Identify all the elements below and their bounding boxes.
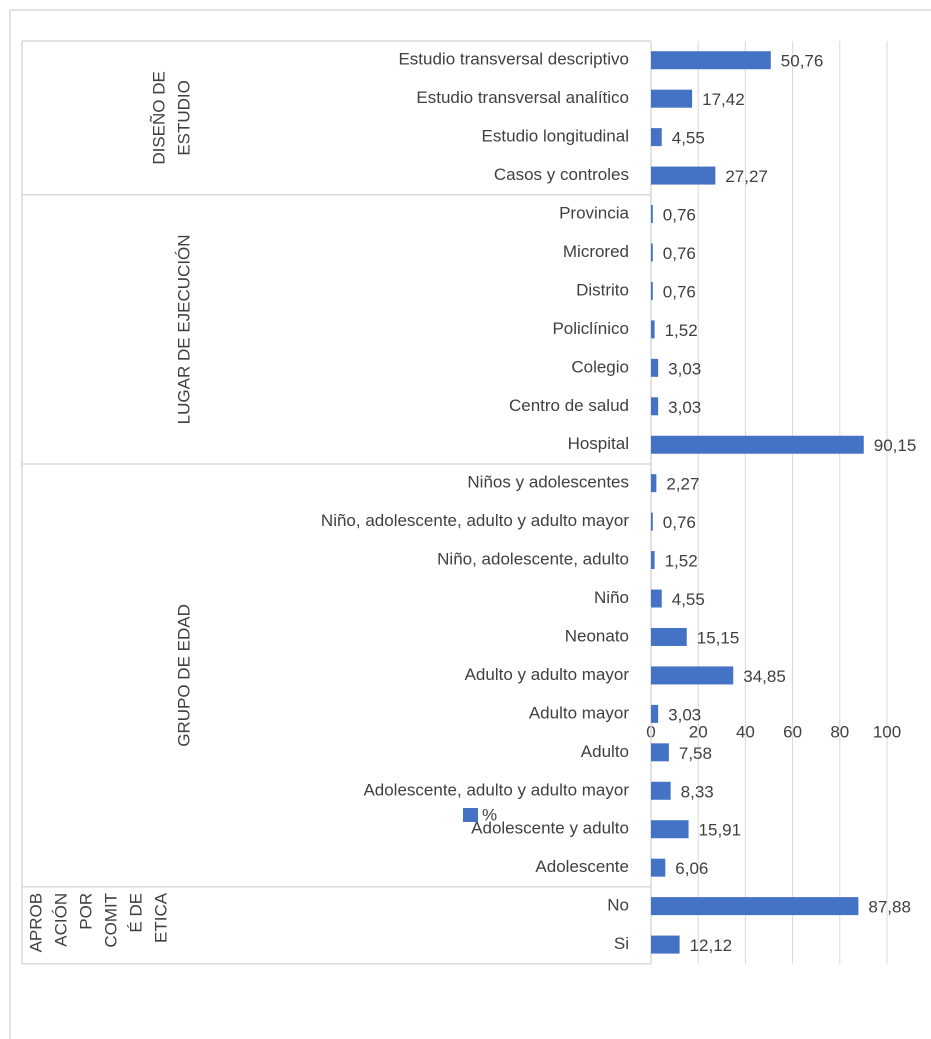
- bar: [651, 666, 734, 685]
- bar: [651, 320, 655, 339]
- data-label: 87,88: [868, 898, 911, 917]
- legend-swatch: [463, 808, 478, 822]
- group-label: GRUPO DE EDAD: [174, 604, 193, 747]
- y-tick-label: Si: [614, 934, 629, 953]
- data-label: 7,58: [679, 744, 712, 763]
- y-tick-label: Estudio longitudinal: [482, 127, 629, 146]
- y-tick-label: Niños y adolescentes: [467, 473, 629, 492]
- group-label: COMIT: [101, 893, 120, 948]
- data-label: 4,55: [672, 590, 705, 609]
- y-tick-label: Neonato: [565, 626, 629, 645]
- bar: [651, 205, 653, 224]
- bar: [651, 358, 659, 377]
- x-tick-label: 80: [830, 722, 849, 741]
- y-tick-label: Adolescente: [535, 857, 629, 876]
- bar: [651, 435, 864, 454]
- y-tick-label: Niño, adolescente, adulto: [437, 550, 629, 569]
- group-label: ETICA: [151, 892, 170, 943]
- bar: [651, 512, 653, 531]
- group-label: APROB: [26, 893, 45, 953]
- legend-label: %: [482, 805, 497, 824]
- bar: [651, 781, 671, 800]
- y-tick-label: Adolescente y adulto: [471, 819, 629, 838]
- bar: [651, 89, 693, 108]
- y-tick-label: No: [607, 896, 629, 915]
- y-tick-label: Estudio transversal analítico: [416, 88, 629, 107]
- group-label: ESTUDIO: [174, 80, 193, 156]
- y-tick-label: Adolescente, adulto y adulto mayor: [363, 780, 629, 799]
- bar: [651, 589, 662, 608]
- bar: [651, 627, 687, 646]
- data-label: 34,85: [743, 667, 786, 686]
- y-tick-label: Distrito: [576, 280, 629, 299]
- data-label: 1,52: [665, 552, 698, 571]
- chart-border: [9, 9, 931, 1039]
- data-label: 0,76: [663, 282, 696, 301]
- bar: [651, 397, 659, 416]
- group-label: DISEÑO DE: [149, 71, 168, 165]
- y-tick-label: Adulto: [581, 742, 629, 761]
- data-label: 0,76: [663, 206, 696, 225]
- bar: [651, 897, 859, 916]
- bar: [651, 243, 653, 262]
- data-label: 6,06: [675, 859, 708, 878]
- y-tick-label: Niño: [594, 588, 629, 607]
- data-label: 15,91: [699, 821, 742, 840]
- data-label: 3,03: [668, 705, 701, 724]
- y-tick-label: Adulto mayor: [529, 703, 629, 722]
- data-label: 1,52: [665, 321, 698, 340]
- data-label: 15,15: [697, 628, 740, 647]
- data-label: 17,42: [702, 90, 745, 109]
- data-label: 4,55: [672, 129, 705, 148]
- data-label: 0,76: [663, 244, 696, 263]
- bar: [651, 820, 689, 839]
- group-label: ACIÓN: [51, 893, 70, 947]
- group-label: É DE: [126, 893, 145, 933]
- data-label: 3,03: [668, 359, 701, 378]
- group-label: LUGAR DE EJECUCIÓN: [174, 234, 193, 424]
- y-tick-label: Hospital: [568, 434, 629, 453]
- data-label: 2,27: [666, 475, 699, 494]
- bar: [651, 935, 680, 954]
- data-label: 0,76: [663, 513, 696, 532]
- data-label: 12,12: [690, 936, 733, 955]
- group-label: POR: [76, 893, 95, 930]
- bar: [651, 858, 666, 877]
- x-tick-label: 60: [783, 722, 802, 741]
- data-label: 90,15: [874, 436, 917, 455]
- bar: [651, 743, 669, 762]
- bar: [651, 128, 662, 147]
- y-tick-label: Niño, adolescente, adulto y adulto mayor: [321, 511, 629, 530]
- data-label: 3,03: [668, 398, 701, 417]
- y-tick-label: Estudio transversal descriptivo: [398, 50, 629, 69]
- y-tick-label: Casos y controles: [494, 165, 629, 184]
- data-label: 27,27: [725, 167, 768, 186]
- y-tick-label: Colegio: [571, 357, 629, 376]
- bar: [651, 551, 655, 570]
- x-tick-label: 20: [689, 722, 708, 741]
- x-tick-label: 100: [873, 722, 901, 741]
- bar: [651, 281, 653, 300]
- data-label: 50,76: [781, 52, 824, 71]
- x-tick-label: 40: [736, 722, 755, 741]
- y-tick-label: Policlínico: [552, 319, 629, 338]
- bar: [651, 704, 659, 723]
- bar: [651, 474, 657, 493]
- data-label: 8,33: [681, 782, 714, 801]
- y-tick-label: Centro de salud: [509, 396, 629, 415]
- bar: [651, 51, 771, 70]
- y-tick-label: Adulto y adulto mayor: [465, 665, 630, 684]
- y-tick-label: Microred: [563, 242, 629, 261]
- bar: [651, 166, 716, 185]
- y-tick-label: Provincia: [559, 204, 629, 223]
